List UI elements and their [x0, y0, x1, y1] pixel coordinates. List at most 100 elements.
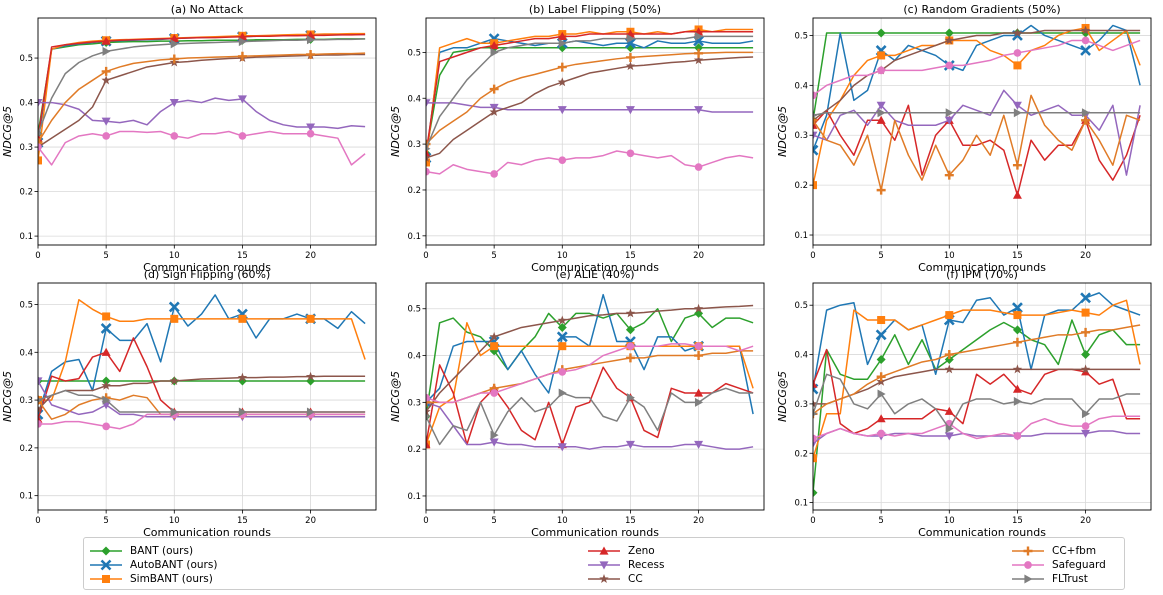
- point-cc-5: [489, 331, 499, 341]
- point-safeguard-10: [558, 368, 567, 376]
- series-line-simbant-ours: [813, 27, 1141, 186]
- axes-frame: [37, 282, 377, 511]
- point-cc-fbm-15: [625, 353, 635, 363]
- x-tick-label: 0: [423, 516, 428, 526]
- x-tick-label: 5: [491, 251, 496, 261]
- point-cc-20: [693, 303, 704, 313]
- y-axis-label: NDCG@5: [389, 106, 402, 157]
- point-bant-ours-5: [876, 28, 886, 38]
- point-cc-fbm-15: [1012, 337, 1022, 347]
- legend-swatch-safeguard: [1012, 560, 1044, 569]
- legend-marker: [100, 559, 112, 570]
- point-fltrust-20: [1081, 108, 1091, 118]
- y-tick-label: 0.1: [794, 499, 808, 509]
- point-recess-0: [38, 98, 43, 108]
- point-cc-fbm-0: [813, 115, 818, 125]
- point-simbant-ours-10: [170, 314, 179, 323]
- x-tick-label: 0: [35, 251, 40, 261]
- series-line-zeno: [426, 31, 754, 154]
- legend-marker: [599, 573, 609, 583]
- y-tick-label: 0.1: [19, 232, 33, 242]
- point-cc-10: [557, 77, 567, 87]
- point-cc-fbm-20: [306, 49, 316, 59]
- point-cc-fbm-15: [625, 52, 635, 62]
- axes-frame: [812, 17, 1152, 246]
- legend-swatch-cc: [588, 573, 620, 583]
- series-group: [813, 292, 1141, 498]
- legend-item-fltrust: FLTrust: [1011, 571, 1088, 586]
- point-safeguard-0: [813, 91, 817, 100]
- series-line-fltrust: [813, 112, 1141, 117]
- point-safeguard-0: [813, 434, 817, 443]
- y-tick-label: 0.5: [407, 305, 421, 315]
- point-cc-fbm-0: [38, 138, 43, 148]
- point-simbant-ours-15: [1013, 311, 1022, 320]
- point-recess-0: [426, 99, 431, 108]
- point-cc-fbm-10: [944, 350, 954, 360]
- point-simbant-ours-15: [238, 314, 247, 323]
- y-axis-label: NDCG@5: [1, 106, 14, 157]
- point-autobant-ours-5: [100, 322, 112, 334]
- point-cc-15: [237, 372, 248, 382]
- point-bant-ours-10: [944, 28, 954, 38]
- x-tick-label: 5: [103, 516, 108, 526]
- series-line-safeguard: [813, 415, 1141, 440]
- point-fltrust-15: [626, 34, 635, 44]
- point-zeno-5: [876, 115, 886, 124]
- point-safeguard-20: [1081, 422, 1090, 430]
- point-cc-10: [944, 35, 954, 45]
- point-fltrust-5: [490, 430, 499, 440]
- point-fltrust-15: [626, 393, 635, 403]
- point-bant-ours-10: [944, 354, 954, 364]
- panel-4: 0 5 10 15 20 0.1 0.2 0.3 0.4 0.5 (d) Sign Flipping…: [1, 268, 377, 539]
- point-cc-fbm-20: [694, 351, 704, 361]
- x-tick-label: 5: [878, 251, 883, 261]
- point-safeguard-20: [306, 129, 315, 138]
- chart-title: (d) Sign Flipping (60%): [144, 268, 271, 281]
- x-tick-label: 5: [103, 251, 108, 261]
- point-cc-fbm-10: [944, 170, 954, 180]
- x-tick-label: 0: [35, 516, 40, 526]
- y-axis-label: NDCG@5: [776, 371, 789, 422]
- point-safeguard-5: [877, 66, 885, 75]
- y-axis-label: NDCG@5: [776, 106, 789, 157]
- y-tick-label: 0.4: [407, 352, 421, 362]
- series-line-autobant-ours: [38, 294, 366, 415]
- y-tick-label: 0.4: [794, 351, 808, 361]
- x-tick-label: 20: [305, 251, 316, 261]
- chart-title: (c) Random Gradients (50%): [903, 3, 1060, 16]
- point-fltrust-0: [426, 146, 431, 152]
- y-tick-label: 0.5: [794, 31, 808, 41]
- y-tick-label: 0.4: [407, 94, 421, 104]
- point-recess-20: [306, 123, 316, 132]
- series-group: [38, 29, 366, 166]
- point-safeguard-10: [170, 132, 179, 140]
- point-bant-ours-15: [625, 325, 635, 335]
- point-cc-10: [944, 364, 954, 374]
- y-tick-label: 0.4: [19, 99, 33, 109]
- point-zeno-5: [101, 347, 111, 356]
- y-tick-label: 0.2: [794, 449, 808, 459]
- series-group: [426, 25, 754, 178]
- point-simbant-ours-10: [558, 342, 567, 351]
- y-tick-label: 0.3: [407, 398, 421, 408]
- point-cc-fbm-0: [426, 139, 431, 149]
- point-cc-fbm-20: [694, 48, 704, 58]
- point-fltrust-15: [1013, 396, 1022, 406]
- panel-6: 0 5 10 15 20 0.1 0.2 0.3 0.4 0.5 (f) IPM (70%) Comm…: [776, 268, 1152, 539]
- point-cc-fbm-5: [876, 372, 886, 382]
- point-cc-0: [38, 404, 43, 414]
- legend-item-autobant: AutoBANT (ours): [89, 557, 217, 572]
- point-recess-20: [694, 440, 704, 449]
- point-safeguard-15: [238, 132, 247, 140]
- point-cc-20: [305, 371, 316, 381]
- point-fltrust-20: [694, 31, 704, 41]
- x-tick-label: 20: [1080, 251, 1091, 261]
- y-axis-label: NDCG@5: [389, 371, 402, 422]
- point-safeguard-20: [694, 163, 703, 171]
- y-tick-label: 0.2: [794, 181, 808, 191]
- series-line-cc: [426, 304, 754, 413]
- x-axis-label: Communication rounds: [143, 261, 271, 274]
- legend-item-recess: Recess: [587, 557, 664, 572]
- series-line-bant-ours: [426, 47, 754, 154]
